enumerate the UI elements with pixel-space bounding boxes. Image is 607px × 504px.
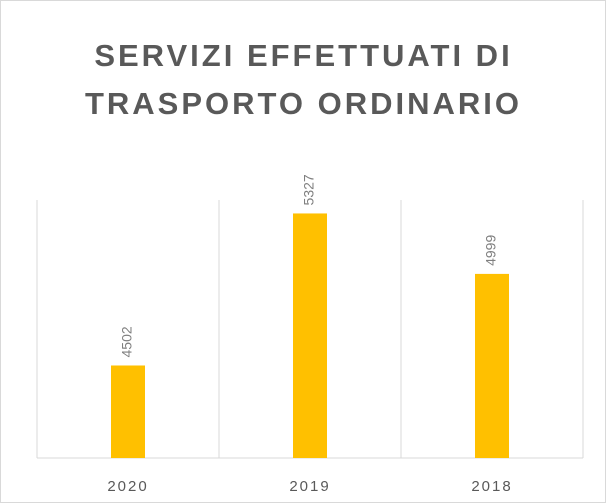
data-label: 5327 bbox=[301, 174, 317, 205]
bar bbox=[293, 213, 327, 458]
data-label: 4502 bbox=[119, 326, 135, 357]
x-tick-label: 2018 bbox=[471, 478, 512, 495]
chart-title: SERVIZI EFFETTUATI DI TRASPORTO ORDINARI… bbox=[84, 38, 523, 121]
bar bbox=[111, 365, 145, 458]
data-label: 4999 bbox=[483, 235, 499, 266]
x-tick-label: 2019 bbox=[289, 478, 330, 495]
bar bbox=[475, 273, 509, 458]
x-tick-label: 2020 bbox=[107, 478, 148, 495]
